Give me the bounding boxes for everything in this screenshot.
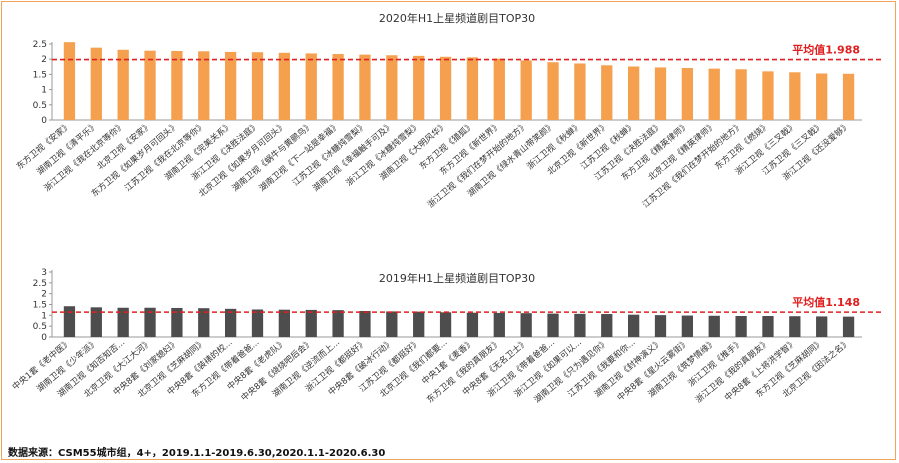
bar: [332, 54, 344, 121]
bar: [547, 313, 559, 337]
bar: [198, 308, 210, 337]
bar: [386, 311, 398, 337]
bar: [708, 315, 720, 337]
bar: [681, 315, 694, 337]
bar: [762, 315, 774, 337]
y-tick-label: 1: [41, 311, 47, 321]
y-tick-label: 0.5: [33, 101, 47, 111]
bar: [63, 306, 76, 337]
bar: [413, 55, 425, 120]
bar: [816, 73, 828, 120]
bar: [762, 71, 774, 120]
bar: [520, 313, 532, 337]
bar: [574, 63, 586, 120]
bar: [681, 68, 694, 120]
chart-2: 2019年H1上星频道剧目TOP3000.511.522.53中央1套《老中医》…: [10, 268, 884, 405]
bar: [842, 316, 855, 337]
bar: [117, 49, 129, 120]
bar: [466, 312, 479, 337]
bar: [278, 309, 291, 337]
data-source-note: 数据来源：CSM55城市组，4+，2019.1.1-2019.6.30,2020…: [8, 448, 386, 459]
bar: [224, 308, 237, 337]
y-tick-label: 2.5: [33, 40, 47, 50]
y-tick-label: 3: [41, 268, 47, 278]
y-tick-label: 0.5: [33, 322, 47, 332]
bar: [816, 316, 828, 337]
bar: [520, 60, 532, 120]
bar: [171, 50, 183, 120]
chart-title: 2019年H1上星频道剧目TOP30: [379, 271, 535, 285]
y-tick-label: 1.5: [33, 301, 47, 311]
bar: [386, 55, 398, 120]
bar: [198, 51, 210, 120]
y-tick-label: 2.5: [33, 279, 47, 289]
bar: [735, 315, 747, 337]
bar: [547, 62, 559, 120]
chart-1: 2020年H1上星频道剧目TOP3000.511.522.5东方卫视《安家》湖南…: [14, 11, 884, 210]
bar: [789, 72, 801, 120]
y-tick-label: 2: [41, 55, 47, 65]
bar: [251, 309, 264, 337]
y-tick-label: 0: [41, 116, 47, 126]
chart-title: 2020年H1上星频道剧目TOP30: [379, 11, 535, 25]
bar: [842, 73, 855, 120]
bar: [278, 52, 291, 120]
bar: [117, 307, 129, 337]
bar: [359, 311, 371, 337]
y-tick-label: 2: [41, 290, 47, 300]
bar: [789, 316, 801, 337]
bar: [359, 54, 371, 120]
bar: [654, 315, 667, 337]
bar: [171, 307, 183, 337]
bar: [466, 57, 479, 120]
bar: [601, 65, 613, 120]
bar: [654, 67, 667, 120]
average-label: 平均值1.148: [792, 295, 860, 309]
bar: [305, 53, 317, 121]
bar: [439, 56, 452, 120]
bar: [439, 312, 452, 337]
bar: [224, 51, 237, 120]
bar: [708, 68, 720, 120]
bar: [627, 314, 640, 337]
bar: [144, 307, 156, 337]
bar: [90, 307, 102, 337]
bar: [627, 66, 640, 120]
y-tick-label: 1.5: [33, 70, 47, 80]
bar: [305, 309, 317, 337]
average-label: 平均值1.988: [792, 43, 860, 57]
bar: [574, 313, 586, 337]
bar: [251, 52, 264, 120]
bar: [735, 69, 747, 120]
y-tick-label: 1: [41, 86, 47, 96]
bar: [493, 312, 505, 337]
bar: [90, 47, 102, 121]
y-tick-label: 0: [41, 333, 47, 343]
bar: [63, 42, 76, 121]
bar: [332, 310, 344, 337]
bar: [601, 314, 613, 337]
bar: [413, 311, 425, 337]
bar: [493, 58, 505, 120]
bar: [144, 50, 156, 120]
